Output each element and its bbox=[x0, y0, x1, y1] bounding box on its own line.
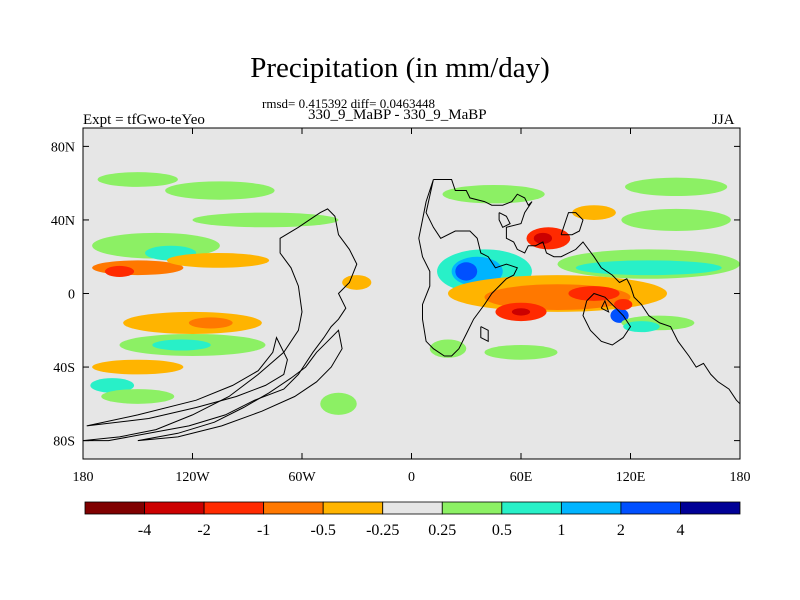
stats-line: rmsd= 0.415392 diff= 0.0463448 bbox=[262, 96, 435, 111]
x-tick-label: 60E bbox=[510, 470, 533, 485]
y-tick-label: 40S bbox=[53, 361, 75, 376]
x-tick-label: 180 bbox=[730, 470, 751, 485]
x-tick-label: 120E bbox=[616, 470, 646, 485]
patch-indpac-cyan bbox=[575, 260, 722, 276]
colorbar-label: -4 bbox=[138, 522, 151, 539]
patch-monsoon-dblue bbox=[455, 262, 478, 281]
patch-pac-eq-red bbox=[188, 317, 233, 329]
continent-outline-africa-south bbox=[418, 179, 519, 357]
patch-na-mid bbox=[192, 212, 339, 228]
colorbar-swatch bbox=[560, 501, 622, 515]
continent-outline-madagascar bbox=[480, 326, 489, 343]
colorbar-label: -0.5 bbox=[311, 522, 336, 539]
y-tick-label: 80N bbox=[51, 140, 75, 155]
patch-pac-n-red bbox=[104, 265, 135, 277]
colorbar-swatch bbox=[382, 501, 443, 515]
colorbar-swatch bbox=[441, 501, 503, 515]
patch-asia-dred bbox=[533, 232, 553, 244]
colorbar-swatch bbox=[144, 501, 205, 515]
patch-s-ocean-green-3 bbox=[429, 339, 467, 358]
patch-eu-orange bbox=[572, 205, 616, 220]
patch-aus-red bbox=[614, 299, 633, 311]
patch-na-north-2 bbox=[165, 181, 275, 200]
colorbar-swatch bbox=[322, 501, 384, 515]
patch-asia-green bbox=[625, 177, 728, 197]
patch-sa-cyan bbox=[90, 378, 135, 393]
colorbar-label: -1 bbox=[257, 522, 270, 539]
continent-outline-americas-inner bbox=[137, 329, 343, 442]
experiment-label: Expt = tfGwo-teYeo bbox=[83, 112, 205, 128]
patch-na-north bbox=[97, 172, 178, 187]
patch-pac-n-orange-2 bbox=[166, 253, 270, 268]
colorbar-label: 0.25 bbox=[428, 522, 456, 539]
colorbar-swatch bbox=[203, 501, 265, 515]
colorbar-label: 1 bbox=[557, 522, 565, 539]
y-tick-label: 0 bbox=[68, 288, 75, 303]
colorbar-swatch bbox=[680, 501, 741, 515]
colorbar-label: -2 bbox=[197, 522, 210, 539]
chart-subtitle: 330_9_MaBP - 330_9_MaBP bbox=[308, 107, 487, 123]
patch-pac-s-orange bbox=[92, 359, 184, 375]
colorbar-swatch bbox=[263, 501, 324, 515]
patch-atl-green bbox=[320, 392, 357, 415]
colorbar-swatch bbox=[84, 501, 145, 515]
colorbar-swatch bbox=[501, 501, 562, 515]
season-label: JJA bbox=[712, 112, 735, 128]
patch-sa-green bbox=[101, 389, 175, 404]
x-tick-label: 60W bbox=[288, 470, 316, 485]
patch-aus-blue bbox=[610, 308, 629, 323]
patch-atl-n-orange bbox=[342, 275, 372, 290]
y-tick-label: 40N bbox=[51, 214, 75, 229]
patch-s-ocean-green bbox=[484, 344, 558, 360]
x-tick-label: 120W bbox=[175, 470, 210, 485]
colorbar-label: 2 bbox=[617, 522, 625, 539]
colorbar-swatch bbox=[620, 501, 681, 515]
colorbar-label: 0.5 bbox=[492, 522, 512, 539]
continent-outline-europe-islands bbox=[498, 212, 511, 228]
patch-asia-n-green bbox=[621, 208, 731, 231]
colorbar-label: -0.25 bbox=[366, 522, 399, 539]
continent-outline-afro-eurasia bbox=[433, 179, 740, 405]
continent-outline-east-asia bbox=[560, 212, 584, 236]
continent-outline-se-islands bbox=[600, 299, 610, 313]
chart-title: Precipitation (in mm/day) bbox=[250, 52, 550, 84]
patch-eu-green bbox=[442, 185, 545, 204]
continent-outline-greenland-west bbox=[86, 336, 288, 427]
patch-pac-s-cyan bbox=[152, 339, 211, 351]
continent-outline-australia bbox=[582, 292, 632, 346]
patch-s-ocean-cyan bbox=[623, 321, 660, 333]
x-tick-label: 180 bbox=[73, 470, 94, 485]
y-tick-label: 80S bbox=[53, 435, 75, 450]
patch-eq-dred bbox=[511, 308, 531, 316]
x-tick-label: 0 bbox=[408, 470, 415, 485]
colorbar-label: 4 bbox=[676, 522, 684, 539]
